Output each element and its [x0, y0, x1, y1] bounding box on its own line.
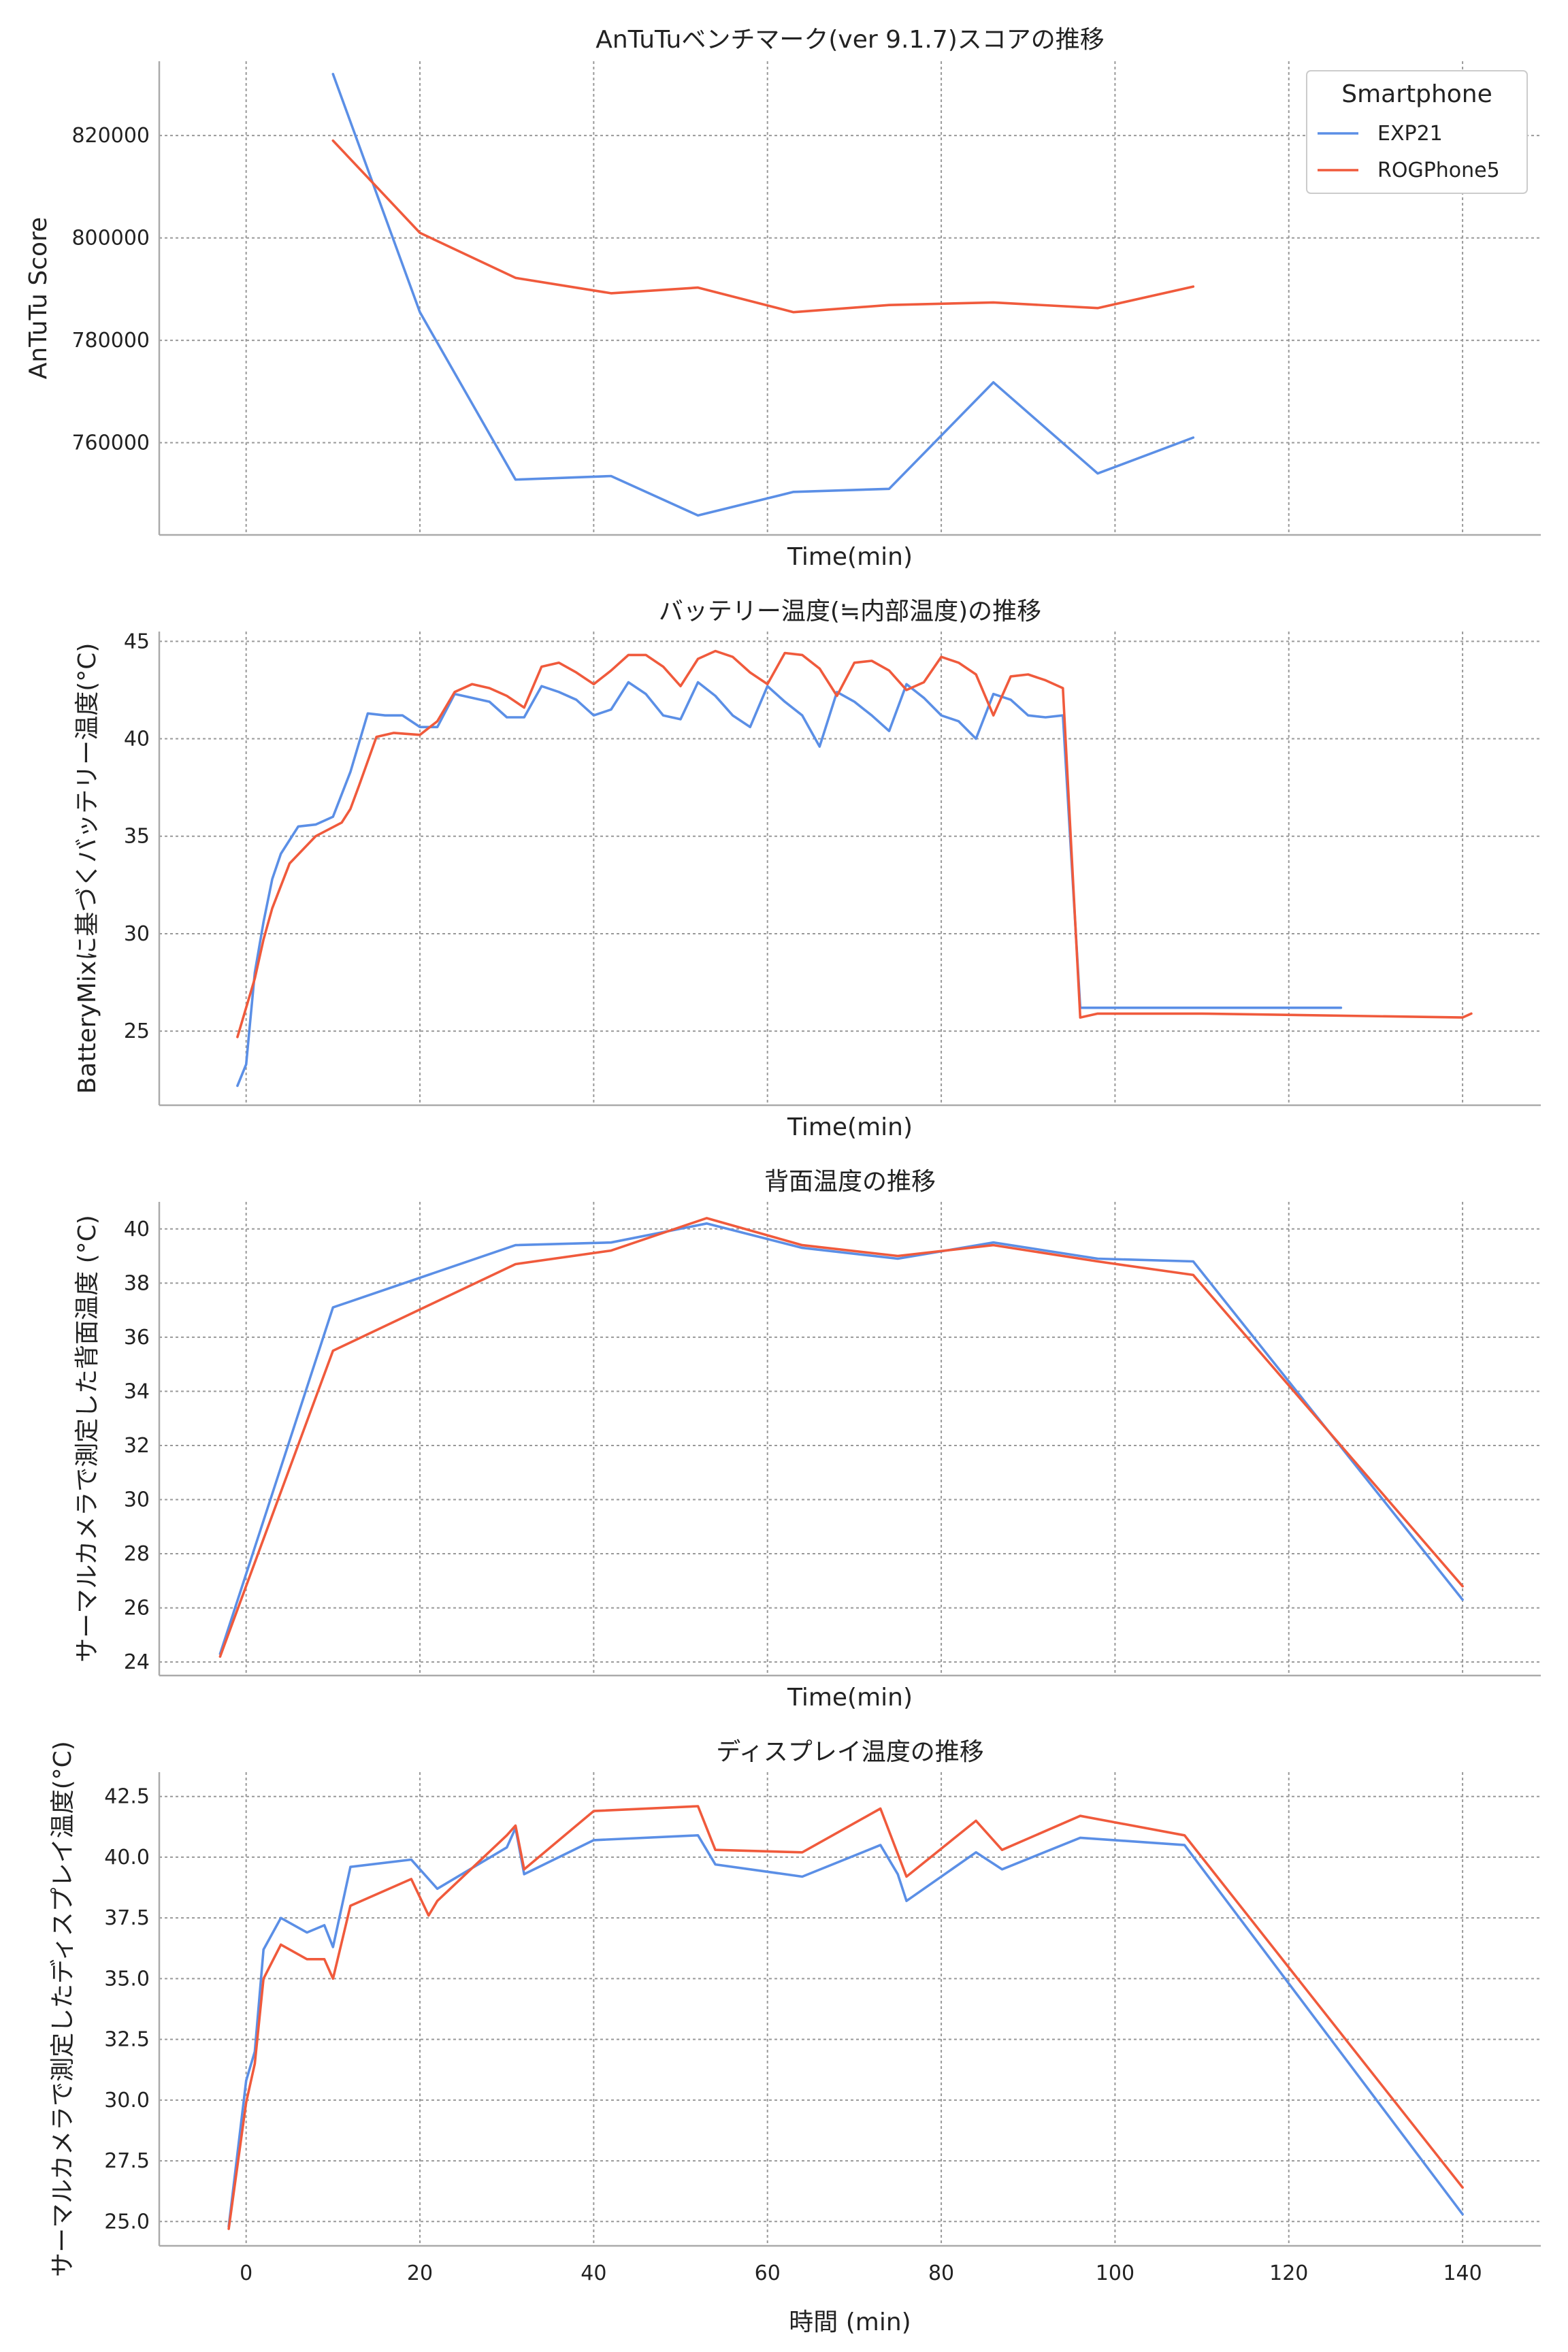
series-line-rogphone5 [331, 139, 1195, 314]
series-line-exp21 [227, 1827, 1464, 2228]
chart-panel-4: 25.0 27.5 30.0 32.5 35.0 37.5 40.0 42.5 0 20 40 60 8… [49, 1738, 1541, 2336]
y-tick-label: 27.5 [104, 2149, 150, 2173]
series-line-rogphone5 [218, 1217, 1464, 1658]
legend-label-exp21: EXP21 [1377, 122, 1443, 146]
legend-label-rogphone5: ROGPhone5 [1377, 159, 1500, 182]
x-axis-label: Time(min) [787, 1684, 913, 1712]
y-tick-label: 820000 [71, 124, 150, 148]
chart-title: AnTuTuベンチマーク(ver 9.1.7)スコアの推移 [595, 26, 1105, 54]
x-axis-label: 時間 (min) [789, 2308, 911, 2336]
series-line-exp21 [218, 1222, 1464, 1655]
y-tick-label: 36 [124, 1326, 150, 1350]
x-tick-label: 40 [581, 2261, 606, 2285]
chart-title: バッテリー温度(≒内部温度)の推移 [659, 598, 1041, 625]
y-axis-label: AnTuTu Score [24, 217, 52, 379]
y-tick-label: 30.0 [104, 2089, 150, 2112]
y-tick-label: 34 [124, 1379, 150, 1403]
series-line-rogphone5 [236, 649, 1473, 1039]
chart-panel-3: 24 26 28 30 32 34 36 38 40 背面温度の推移 Time(min) サーマルカメ… [74, 1168, 1541, 1712]
y-tick-label: 35 [124, 825, 150, 849]
y-tick-label: 32.5 [104, 2028, 150, 2052]
y-tick-label: 32 [124, 1434, 150, 1458]
y-tick-label: 30 [124, 922, 150, 946]
y-tick-label: 28 [124, 1542, 150, 1566]
y-tick-label: 25.0 [104, 2210, 150, 2234]
x-tick-label: 0 [240, 2261, 252, 2285]
y-tick-label: 38 [124, 1271, 150, 1295]
series-line-rogphone5 [227, 1805, 1464, 2230]
y-tick-label: 26 [124, 1597, 150, 1620]
legend-title: Smartphone [1341, 80, 1492, 108]
chart-title: ディスプレイ温度の推移 [716, 1738, 983, 1766]
legend: Smartphone EXP21 ROGPhone5 [1306, 70, 1528, 194]
x-tick-label: 80 [928, 2261, 954, 2285]
y-tick-label: 40.0 [104, 1846, 150, 1869]
y-tick-label: 37.5 [104, 1906, 150, 1930]
legend-box [1306, 70, 1528, 194]
x-axis-label: Time(min) [787, 543, 913, 571]
y-tick-label: 30 [124, 1488, 150, 1512]
series-line-exp21 [236, 681, 1343, 1088]
chart-panel-1: 760000 780000 800000 820000 AnTuTuベンチマーク(ver… [24, 26, 1541, 571]
x-tick-label: 60 [755, 2261, 781, 2285]
x-tick-label: 120 [1269, 2261, 1308, 2285]
y-tick-label: 800000 [71, 227, 150, 250]
y-tick-label: 40 [124, 1218, 150, 1241]
y-tick-label: 780000 [71, 329, 150, 353]
x-axis-label: Time(min) [787, 1113, 913, 1141]
y-tick-label: 45 [124, 630, 150, 653]
y-axis-label: BatteryMixに基づくバッテリー温度(°C) [74, 643, 101, 1094]
y-axis-label: サーマルカメラで測定したディスプレイ温度(°C) [49, 1741, 77, 2277]
y-tick-label: 40 [124, 728, 150, 751]
y-tick-label: 42.5 [104, 1785, 150, 1809]
x-tick-label: 140 [1443, 2261, 1482, 2285]
x-tick-label: 20 [407, 2261, 433, 2285]
series-line-exp21 [331, 73, 1195, 517]
y-axis-label: サーマルカメラで測定した背面温度 (°C) [74, 1215, 101, 1663]
y-tick-label: 760000 [71, 431, 150, 455]
x-tick-label: 100 [1096, 2261, 1134, 2285]
y-tick-label: 25 [124, 1019, 150, 1043]
y-tick-label: 35.0 [104, 1967, 150, 1991]
y-tick-label: 24 [124, 1650, 150, 1674]
chart-title: 背面温度の推移 [764, 1168, 936, 1196]
chart-panel-2: 25 30 35 40 45 バッテリー温度(≒内部温度)の推移 Time(min) Batt… [74, 598, 1541, 1141]
